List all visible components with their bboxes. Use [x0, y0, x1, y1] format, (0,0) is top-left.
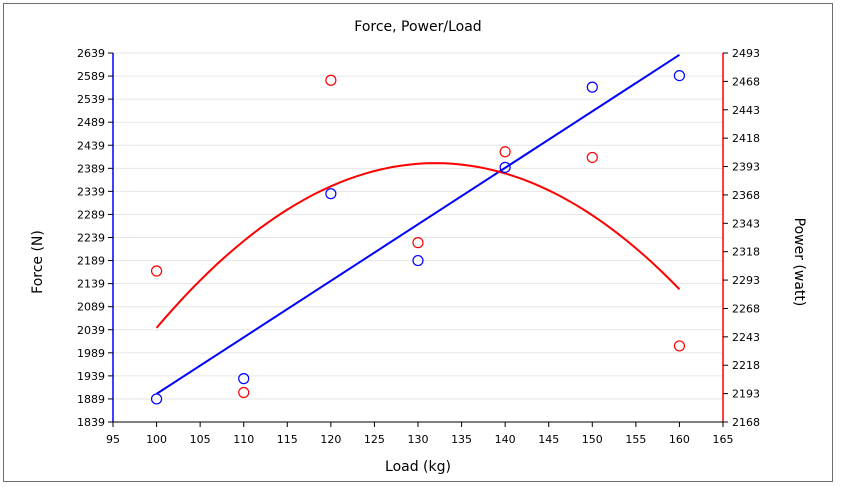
x-tick-label: 105 [190, 433, 211, 446]
power-point-2 [325, 74, 337, 86]
y-axis-label-right: Power (watt) [791, 218, 807, 307]
y-left-tick-label: 1839 [77, 416, 105, 429]
x-tick-label: 100 [146, 433, 167, 446]
y-left-tick-label: 2139 [77, 278, 105, 291]
y-left-tick-label: 2489 [77, 116, 105, 129]
x-tick-label: 150 [582, 433, 603, 446]
y-right-tick-label: 2293 [732, 274, 760, 287]
x-tick-label: 130 [408, 433, 429, 446]
force-point-0 [150, 393, 163, 405]
y-left-tick-label: 1939 [77, 370, 105, 383]
y-right-tick-label: 2168 [732, 416, 760, 429]
axes: 1839 1889 1939 1989 2039 2089 2139 2189 2239 2289… [77, 47, 760, 446]
y-left-tick-label: 2089 [77, 301, 105, 314]
x-axis-label: Load (kg) [385, 459, 451, 475]
chart-title: Force, Power/Load [354, 19, 481, 35]
y-left-tick-label: 2539 [77, 93, 105, 106]
y-left-tick-label: 2639 [77, 47, 105, 60]
y-right-tick-label: 2368 [732, 189, 760, 202]
force-linear-fit [156, 54, 680, 395]
y-right-tick-label: 2218 [732, 359, 760, 372]
y-axis-label-left: Force (N) [30, 230, 46, 294]
power-point-5 [586, 151, 598, 164]
power-point-6 [673, 340, 686, 352]
y-left-tick-label: 1989 [77, 347, 105, 360]
force-point-5 [586, 81, 598, 93]
y-right-tick-label: 2318 [732, 246, 760, 259]
x-tick-label: 140 [495, 433, 516, 446]
y-left-tick-label: 2239 [77, 232, 105, 245]
x-tick-label: 160 [669, 433, 690, 446]
y-right-tick-label: 2493 [732, 47, 760, 60]
force-point-2 [325, 188, 337, 200]
y-left-tick-label: 2439 [77, 139, 105, 152]
power-point-0 [150, 265, 163, 277]
force-point-6 [673, 70, 686, 82]
power-point-4 [499, 146, 511, 158]
x-tick-label: 165 [713, 433, 734, 446]
power-point-3 [412, 237, 424, 249]
y-right-tick-label: 2243 [732, 331, 760, 344]
y-left-tick-label: 2589 [77, 70, 105, 83]
x-tick-label: 125 [364, 433, 385, 446]
y-left-tick-label: 2039 [77, 324, 105, 337]
data-points [150, 70, 686, 405]
y-left-tick-label: 1889 [77, 393, 105, 406]
force-point-4 [499, 161, 511, 173]
y-left-tick-label: 2289 [77, 208, 105, 221]
x-tick-label: 110 [233, 433, 254, 446]
y-right-tick-label: 2268 [732, 302, 760, 315]
y-left-tick-label: 2339 [77, 185, 105, 198]
force-point-3 [412, 254, 424, 267]
y-left-tick-label: 2389 [77, 162, 105, 175]
fit-lines [155, 54, 681, 395]
x-tick-label: 115 [277, 433, 298, 446]
y-right-tick-label: 2193 [732, 388, 760, 401]
y-right-tick-label: 2468 [732, 75, 760, 88]
x-tick-label: 120 [320, 433, 341, 446]
y-right-tick-label: 2393 [732, 161, 760, 174]
chart-frame [3, 3, 833, 482]
x-tick-label: 135 [451, 433, 472, 446]
x-tick-label: 145 [538, 433, 559, 446]
y-right-tick-label: 2443 [732, 104, 760, 117]
y-right-tick-label: 2418 [732, 132, 760, 145]
force-point-1 [238, 373, 250, 385]
x-tick-label: 155 [625, 433, 646, 446]
y-left-tick-label: 2189 [77, 255, 105, 268]
power-point-1 [238, 386, 250, 399]
power-quadratic-fit [155, 162, 681, 329]
x-tick-label: 95 [106, 433, 120, 446]
y-right-tick-label: 2343 [732, 217, 760, 230]
